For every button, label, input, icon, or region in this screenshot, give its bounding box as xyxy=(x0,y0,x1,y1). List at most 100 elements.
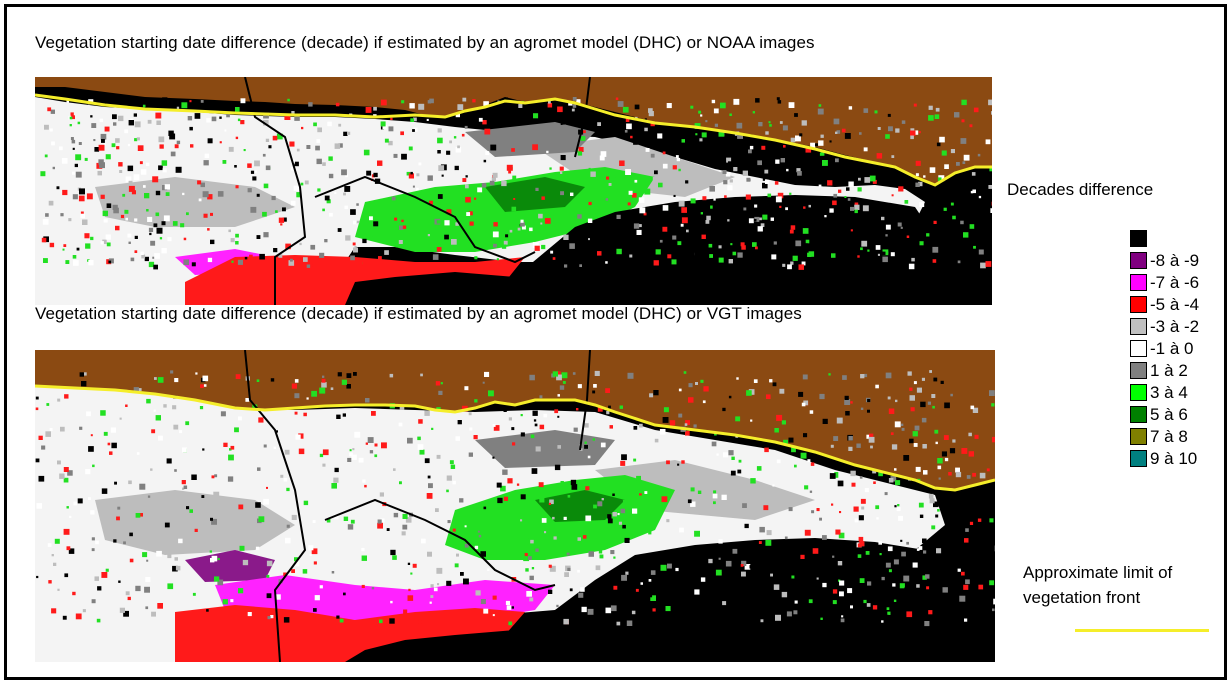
speckle-pixel xyxy=(932,405,935,409)
speckle-pixel xyxy=(588,238,590,241)
speckle-pixel xyxy=(491,177,496,182)
speckle-pixel xyxy=(792,547,797,552)
speckle-pixel xyxy=(976,228,983,235)
speckle-pixel xyxy=(100,241,104,245)
speckle-pixel xyxy=(925,574,930,579)
speckle-pixel xyxy=(544,553,550,559)
speckle-pixel xyxy=(180,223,185,228)
speckle-pixel xyxy=(128,185,135,192)
speckle-pixel xyxy=(159,144,164,149)
speckle-pixel xyxy=(677,241,682,246)
speckle-pixel xyxy=(715,569,722,576)
speckle-pixel xyxy=(154,253,160,259)
speckle-pixel xyxy=(275,210,278,213)
land-dark-grey-patch xyxy=(465,122,595,157)
speckle-pixel xyxy=(718,257,724,263)
speckle-pixel xyxy=(417,436,421,441)
speckle-pixel xyxy=(694,589,700,595)
speckle-pixel xyxy=(539,424,545,430)
speckle-pixel xyxy=(690,210,694,214)
speckle-pixel xyxy=(972,407,979,413)
speckle-pixel xyxy=(72,255,77,259)
speckle-pixel xyxy=(455,436,460,441)
speckle-pixel xyxy=(235,185,239,189)
speckle-pixel xyxy=(222,599,228,605)
speckle-pixel xyxy=(766,530,772,536)
speckle-pixel xyxy=(717,147,721,151)
speckle-pixel xyxy=(482,120,487,125)
speckle-pixel xyxy=(106,242,111,247)
figure-frame: Vegetation starting date difference (dec… xyxy=(4,4,1227,680)
speckle-pixel xyxy=(326,199,331,204)
speckle-pixel xyxy=(115,225,120,231)
speckle-pixel xyxy=(830,444,834,448)
speckle-pixel xyxy=(844,133,851,139)
speckle-pixel xyxy=(513,198,516,200)
speckle-pixel xyxy=(897,222,902,227)
speckle-pixel xyxy=(850,229,853,232)
speckle-pixel xyxy=(970,405,975,410)
speckle-pixel xyxy=(801,261,806,266)
speckle-pixel xyxy=(635,588,639,592)
speckle-pixel xyxy=(426,257,431,262)
speckle-pixel xyxy=(427,475,431,479)
land-grey-patch-2 xyxy=(535,137,735,197)
speckle-pixel xyxy=(613,585,618,590)
speckle-pixel xyxy=(652,608,656,612)
speckle-pixel xyxy=(539,497,545,503)
speckle-pixel xyxy=(313,122,317,127)
speckle-pixel xyxy=(512,175,517,180)
speckle-pixel xyxy=(133,201,137,205)
speckle-pixel xyxy=(601,207,607,213)
speckle-pixel xyxy=(230,599,234,603)
speckle-pixel xyxy=(846,187,850,191)
speckle-pixel xyxy=(547,103,553,108)
speckle-pixel xyxy=(112,204,118,210)
speckle-pixel xyxy=(963,154,970,161)
speckle-pixel xyxy=(57,398,61,402)
speckle-pixel xyxy=(60,426,65,432)
speckle-pixel xyxy=(819,517,822,521)
speckle-pixel xyxy=(176,106,180,109)
speckle-pixel xyxy=(887,546,893,552)
speckle-pixel xyxy=(276,133,283,140)
speckle-pixel xyxy=(174,378,179,383)
speckle-pixel xyxy=(142,552,148,558)
speckle-pixel xyxy=(752,242,757,247)
speckle-pixel xyxy=(769,379,773,383)
speckle-pixel xyxy=(749,145,754,150)
speckle-pixel xyxy=(238,504,244,510)
speckle-pixel xyxy=(485,151,490,155)
speckle-pixel xyxy=(155,415,161,421)
speckle-pixel xyxy=(446,209,452,215)
speckle-pixel xyxy=(769,124,772,127)
speckle-pixel xyxy=(103,143,106,146)
speckle-pixel xyxy=(235,233,239,238)
speckle-pixel xyxy=(173,424,179,430)
speckle-pixel xyxy=(921,417,927,423)
speckle-pixel xyxy=(869,433,874,438)
speckle-pixel xyxy=(808,599,813,604)
speckle-pixel xyxy=(454,563,459,568)
speckle-pixel xyxy=(678,388,682,392)
speckle-pixel xyxy=(399,481,402,485)
speckle-pixel xyxy=(919,202,925,207)
speckle-pixel xyxy=(881,216,885,221)
speckle-pixel xyxy=(417,444,424,450)
speckle-pixel xyxy=(77,121,81,125)
speckle-pixel xyxy=(239,545,245,551)
speckle-pixel xyxy=(780,158,785,163)
speckle-pixel xyxy=(896,507,901,512)
speckle-pixel xyxy=(125,176,132,183)
speckle-pixel xyxy=(548,589,553,594)
speckle-pixel xyxy=(181,102,188,109)
speckle-pixel xyxy=(127,143,131,147)
speckle-pixel xyxy=(90,236,94,241)
speckle-pixel xyxy=(36,575,39,579)
speckle-pixel xyxy=(477,530,480,533)
speckle-pixel xyxy=(844,399,851,405)
speckle-pixel xyxy=(634,104,640,110)
speckle-pixel xyxy=(727,219,730,222)
speckle-pixel xyxy=(151,611,156,617)
speckle-pixel xyxy=(83,372,87,376)
